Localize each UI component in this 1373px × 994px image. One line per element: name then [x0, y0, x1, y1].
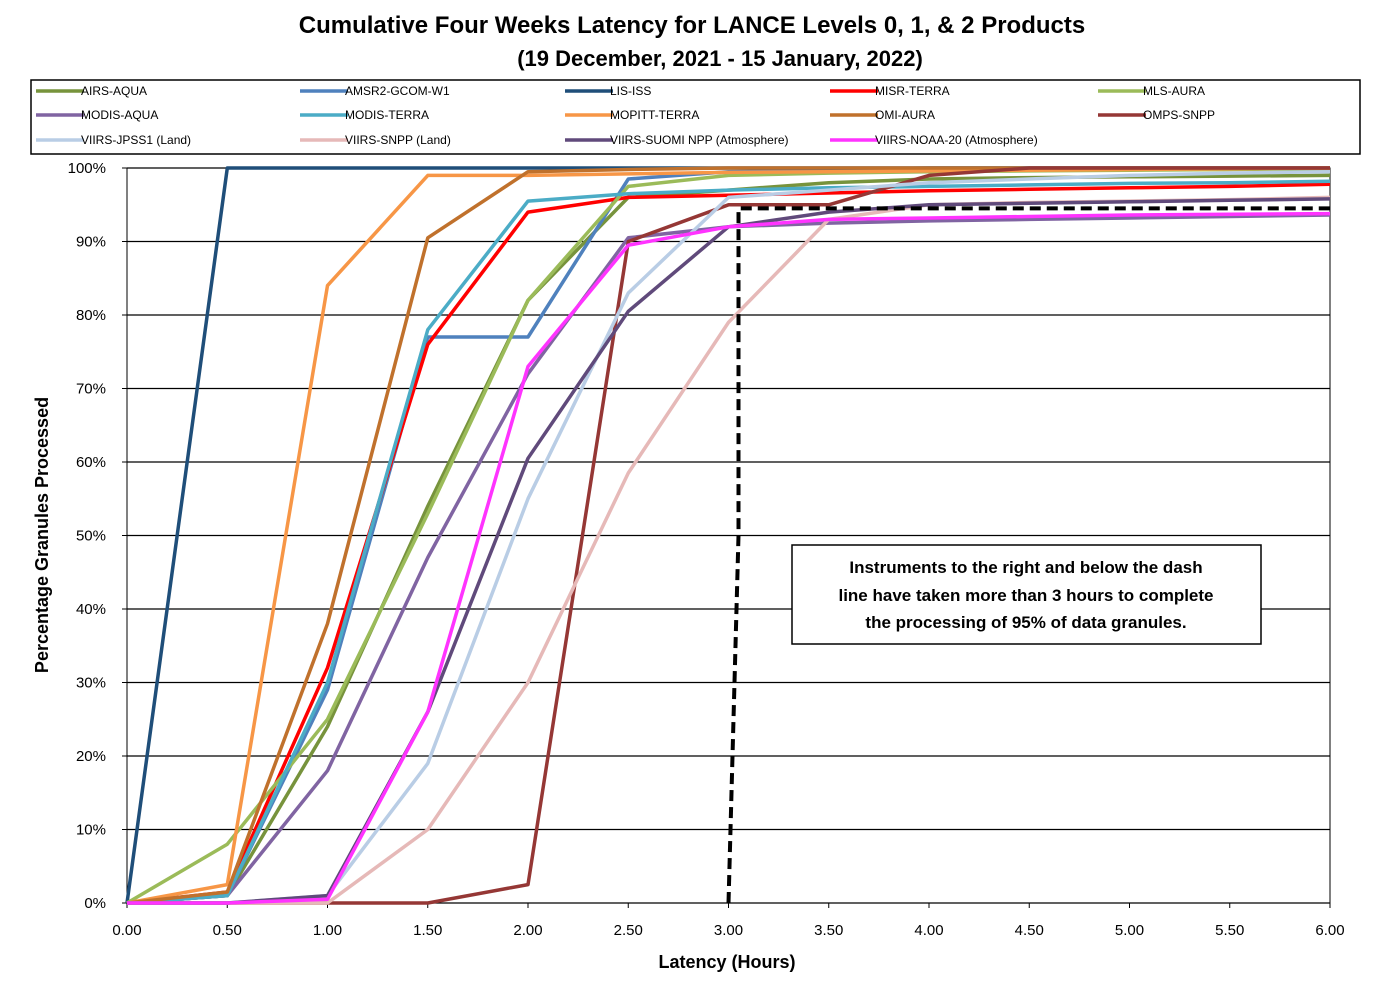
series-line-modis-terra	[126, 179, 1331, 905]
series-line-viirs-noaa-20-atmosphere	[127, 211, 1331, 905]
legend-label-modis-aqua: MODIS-AQUA	[81, 108, 158, 122]
y-tick-label: 40%	[76, 601, 106, 618]
legend-label-mopitt-terra: MOPITT-TERRA	[610, 108, 699, 122]
y-tick-label: 20%	[76, 748, 106, 765]
y-tick-label: 80%	[76, 307, 106, 324]
x-tick-label: 1.00	[313, 922, 342, 939]
y-tick-label: 70%	[76, 381, 106, 398]
x-tick-label: 4.50	[1015, 922, 1044, 939]
x-tick-label: 2.50	[614, 922, 643, 939]
x-tick-label: 5.50	[1215, 922, 1244, 939]
legend-label-mls-aura: MLS-AURA	[1143, 84, 1205, 98]
series-lines	[125, 166, 1331, 905]
series-line-misr-terra	[126, 182, 1331, 905]
y-tick-label: 10%	[76, 822, 106, 839]
chart-subtitle: (19 December, 2021 - 15 January, 2022)	[517, 46, 923, 71]
legend-label-omps-snpp: OMPS-SNPP	[1143, 108, 1215, 122]
y-tick-label: 30%	[76, 675, 106, 692]
x-axis-ticks: 0.00 0.50 1.00 1.50 2.00 2.50 3.00 3.50 4.00 4.50…	[112, 903, 1345, 939]
legend: AIRS-AQUA AMSR2-GCOM-W1 LIS-ISS MISR-TERRA M…	[36, 84, 1215, 147]
legend-label-omi-aura: OMI-AURA	[875, 108, 935, 122]
legend-label-amsr2-gcom-w1: AMSR2-GCOM-W1	[345, 84, 450, 98]
legend-label-lis-iss: LIS-ISS	[610, 84, 651, 98]
x-tick-label: 3.00	[714, 922, 743, 939]
y-tick-label: 50%	[76, 528, 106, 545]
annotation-box: Instruments to the right and below the d…	[791, 544, 1262, 645]
legend-label-viirs-noaa-20-atmosphere: VIIRS-NOAA-20 (Atmosphere)	[875, 133, 1038, 147]
annotation-line-1: Instruments to the right and below the d…	[849, 558, 1202, 577]
x-tick-label: 4.00	[914, 922, 943, 939]
legend-label-airs-aqua: AIRS-AQUA	[81, 84, 147, 98]
y-axis-ticks: 0% 10% 20% 30% 40% 50% 60% 70% 80% 90% 100%	[68, 160, 127, 912]
threshold-dash-line	[726, 206, 1330, 904]
x-tick-label: 0.00	[112, 922, 141, 939]
y-axis-title: Percentage Granules Processed	[32, 397, 52, 673]
legend-label-viirs-jpss1-land: VIIRS-JPSS1 (Land)	[81, 133, 191, 147]
x-tick-label: 0.50	[213, 922, 242, 939]
legend-label-misr-terra: MISR-TERRA	[875, 84, 950, 98]
x-axis-title: Latency (Hours)	[658, 952, 795, 972]
chart-title: Cumulative Four Weeks Latency for LANCE …	[299, 12, 1085, 39]
legend-label-viirs-snpp-land: VIIRS-SNPP (Land)	[345, 133, 451, 147]
x-tick-label: 5.00	[1115, 922, 1144, 939]
y-tick-label: 100%	[68, 160, 106, 177]
x-tick-label: 6.00	[1315, 922, 1344, 939]
x-tick-label: 1.50	[413, 922, 442, 939]
y-tick-label: 60%	[76, 454, 106, 471]
annotation-line-2: line have taken more than 3 hours to com…	[838, 586, 1213, 605]
legend-label-modis-terra: MODIS-TERRA	[345, 108, 429, 122]
legend-label-viirs-suomi-npp-atmosphere: VIIRS-SUOMI NPP (Atmosphere)	[610, 133, 789, 147]
annotation-line-3: the processing of 95% of data granules.	[865, 613, 1186, 632]
x-tick-label: 3.50	[814, 922, 843, 939]
x-tick-label: 2.00	[513, 922, 542, 939]
y-tick-label: 90%	[76, 234, 106, 251]
y-tick-label: 0%	[84, 895, 106, 912]
